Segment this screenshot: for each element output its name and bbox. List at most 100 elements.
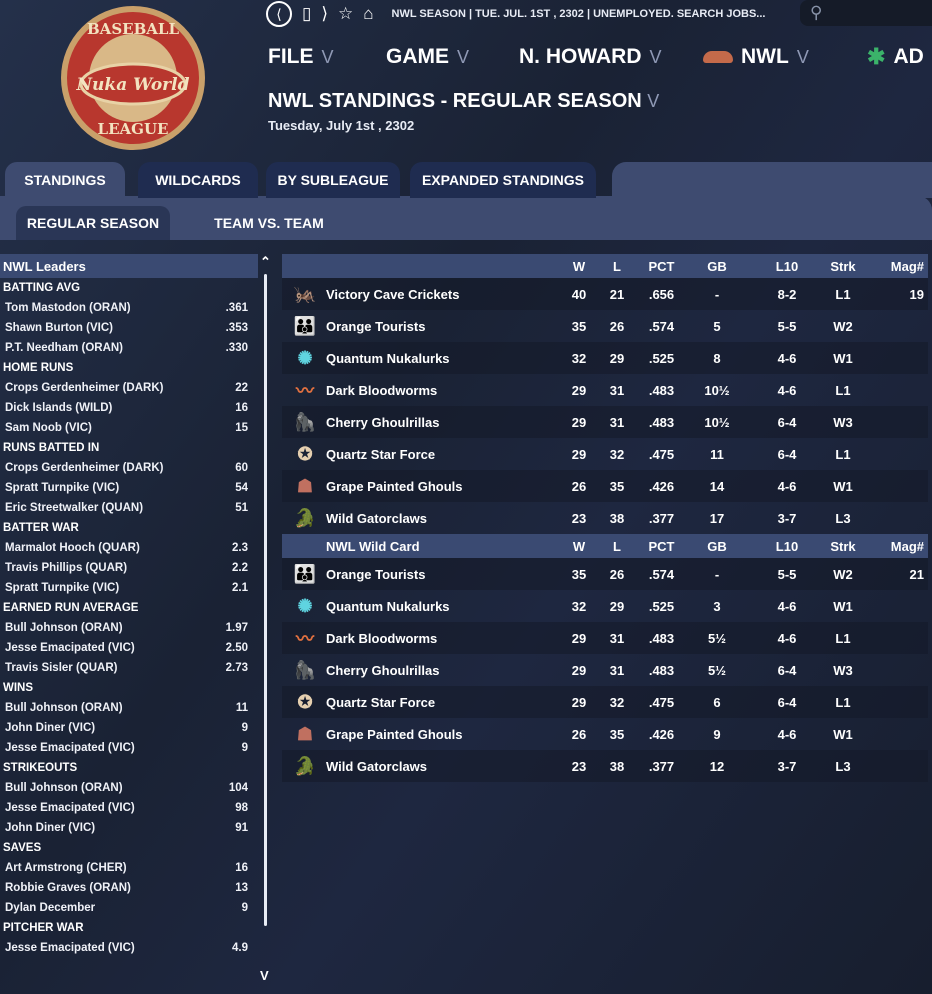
leader-row[interactable]: Robbie Graves (ORAN) 13 [0,878,258,898]
leader-row[interactable]: Dick Islands (WILD) 16 [0,398,258,418]
leader-row[interactable]: Jesse Emacipated (VIC) 4.9 [0,938,258,958]
column-header-wins[interactable]: W [572,538,586,554]
star-icon[interactable]: ☆ [338,4,354,23]
tab-wildcards[interactable]: WILDCARDS [138,162,258,198]
ghoulrilla-icon: 🦍 [293,659,317,680]
column-header-losses[interactable]: L [613,538,621,554]
leader-row[interactable]: Travis Phillips (QUAR) 2.2 [0,558,258,578]
subtab-team-vs-team[interactable]: TEAM VS. TEAM [214,215,324,231]
menu-advanced[interactable]: ✱ AD [867,44,924,70]
team-name[interactable]: Victory Cave Crickets [326,286,460,302]
column-header-last-ten[interactable]: L10 [775,258,799,274]
table-row[interactable]: 🦍 Cherry Ghoulrillas 29 31 .483 10½ 6-4 W3 [282,406,928,438]
search-input[interactable]: ⚲ [800,0,932,26]
column-header-pct[interactable]: PCT [648,258,675,274]
column-header-pct[interactable]: PCT [648,538,675,554]
section-title: NWL Wild Card [326,538,420,554]
column-header-wins[interactable]: W [572,258,586,274]
leader-row[interactable]: Eric Streetwalker (QUAN) 51 [0,498,258,518]
team-name[interactable]: Grape Painted Ghouls [326,726,463,742]
back-button[interactable]: ⟨ [266,1,292,27]
status-text[interactable]: NWL SEASON | TUE. JUL. 1ST , 2302 | UNEM… [391,8,766,20]
wins-cell: 29 [571,694,587,710]
table-row[interactable]: ✪ Quartz Star Force 29 32 .475 6 6-4 L1 [282,686,928,718]
table-row[interactable]: 🐊 Wild Gatorclaws 23 38 .377 17 3-7 L3 [282,502,928,534]
leader-row[interactable]: Marmalot Hooch (QUAR) 2.3 [0,538,258,558]
games-back-cell: 9 [713,726,721,742]
leader-row[interactable]: Dylan December 9 [0,898,258,918]
column-header-magic-number[interactable]: Mag# [890,258,924,274]
team-name[interactable]: Wild Gatorclaws [326,758,428,774]
scrollbar-thumb[interactable] [264,274,267,926]
home-icon[interactable]: ⌂ [363,4,374,23]
team-name[interactable]: Dark Bloodworms [326,630,438,646]
team-name[interactable]: Orange Tourists [326,566,426,582]
team-name[interactable]: Quartz Star Force [326,694,436,710]
menu-manager[interactable]: N. HOWARD V [519,44,703,70]
column-header-games-back[interactable]: GB [707,258,727,274]
leader-row[interactable]: Jesse Emacipated (VIC) 98 [0,798,258,818]
leader-row[interactable]: P.T. Needham (ORAN) .330 [0,338,258,358]
team-name[interactable]: Cherry Ghoulrillas [326,662,440,678]
column-header-losses[interactable]: L [613,258,621,274]
tab-by-subleague[interactable]: BY SUBLEAGUE [266,162,400,198]
leader-row[interactable]: Bull Johnson (ORAN) 1.97 [0,618,258,638]
table-row[interactable]: 🐊 Wild Gatorclaws 23 38 .377 12 3-7 L3 [282,750,928,782]
tab-expanded-standings[interactable]: EXPANDED STANDINGS [410,162,596,198]
table-row[interactable]: ✪ Quartz Star Force 29 32 .475 11 6-4 L1 [282,438,928,470]
scroll-up-icon[interactable]: ⌃ [260,254,271,269]
team-name[interactable]: Orange Tourists [326,318,426,334]
leader-row[interactable]: Sam Noob (VIC) 15 [0,418,258,438]
scroll-down-icon[interactable]: V [260,968,269,983]
team-name[interactable]: Quantum Nukalurks [326,598,450,614]
team-name[interactable]: Cherry Ghoulrillas [326,414,440,430]
team-name[interactable]: Grape Painted Ghouls [326,478,463,494]
table-row[interactable]: 〰 Dark Bloodworms 29 31 .483 10½ 4-6 L1 [282,374,928,406]
leader-row[interactable]: Tom Mastodon (ORAN) .361 [0,298,258,318]
player-name: Shawn Burton (VIC) [5,322,113,334]
table-row[interactable]: 🦗 Victory Cave Crickets 40 21 .656 - 8-2 L1 19 [282,278,928,310]
table-row[interactable]: ✺ Quantum Nukalurks 32 29 .525 3 4-6 W1 [282,590,928,622]
team-name[interactable]: Quartz Star Force [326,446,436,462]
team-name[interactable]: Quantum Nukalurks [326,350,450,366]
leader-row[interactable]: Spratt Turnpike (VIC) 54 [0,478,258,498]
table-row[interactable]: 👪 Orange Tourists 35 26 .574 - 5-5 W2 21 [282,558,928,590]
table-row[interactable]: ☗ Grape Painted Ghouls 26 35 .426 14 4-6 W1 [282,470,928,502]
table-row[interactable]: ✺ Quantum Nukalurks 32 29 .525 8 4-6 W1 [282,342,928,374]
ghoul-icon: ☗ [296,475,314,496]
column-header-magic-number[interactable]: Mag# [890,538,924,554]
leader-row[interactable]: John Diner (VIC) 9 [0,718,258,738]
forward-button[interactable]: ⟩ [321,4,328,23]
table-row[interactable]: 👪 Orange Tourists 35 26 .574 5 5-5 W2 [282,310,928,342]
page-title[interactable]: NWL STANDINGS - REGULAR SEASON V [268,90,659,113]
leader-row[interactable]: Spratt Turnpike (VIC) 2.1 [0,578,258,598]
menu-league[interactable]: NWL V [703,44,867,70]
menu-file[interactable]: FILE V [268,44,386,70]
cricket-icon: 🦗 [293,283,317,304]
table-row[interactable]: 🦍 Cherry Ghoulrillas 29 31 .483 5½ 6-4 W3 [282,654,928,686]
team-name[interactable]: Dark Bloodworms [326,382,438,398]
leader-row[interactable]: Shawn Burton (VIC) .353 [0,318,258,338]
column-header-streak[interactable]: Strk [830,538,856,554]
leaders-scrollbar[interactable]: ⌃ V [258,254,274,994]
leader-row[interactable]: Art Armstrong (CHER) 16 [0,858,258,878]
stat-value: 9 [241,742,248,754]
table-row[interactable]: 〰 Dark Bloodworms 29 31 .483 5½ 4-6 L1 [282,622,928,654]
leader-row[interactable]: Jesse Emacipated (VIC) 9 [0,738,258,758]
leader-row[interactable]: Crops Gerdenheimer (DARK) 22 [0,378,258,398]
leader-row[interactable]: John Diner (VIC) 91 [0,818,258,838]
table-row[interactable]: ☗ Grape Painted Ghouls 26 35 .426 9 4-6 W1 [282,718,928,750]
window-icon[interactable]: ▯ [302,4,312,23]
subtab-regular-season[interactable]: REGULAR SEASON [16,206,170,240]
leader-row[interactable]: Jesse Emacipated (VIC) 2.50 [0,638,258,658]
column-header-last-ten[interactable]: L10 [775,538,799,554]
leader-row[interactable]: Bull Johnson (ORAN) 104 [0,778,258,798]
tab-standings[interactable]: STANDINGS [5,162,125,198]
menu-game[interactable]: GAME V [386,44,519,70]
leader-row[interactable]: Crops Gerdenheimer (DARK) 60 [0,458,258,478]
leader-row[interactable]: Bull Johnson (ORAN) 11 [0,698,258,718]
column-header-streak[interactable]: Strk [830,258,856,274]
leader-row[interactable]: Travis Sisler (QUAR) 2.73 [0,658,258,678]
team-name[interactable]: Wild Gatorclaws [326,510,428,526]
column-header-games-back[interactable]: GB [707,538,727,554]
